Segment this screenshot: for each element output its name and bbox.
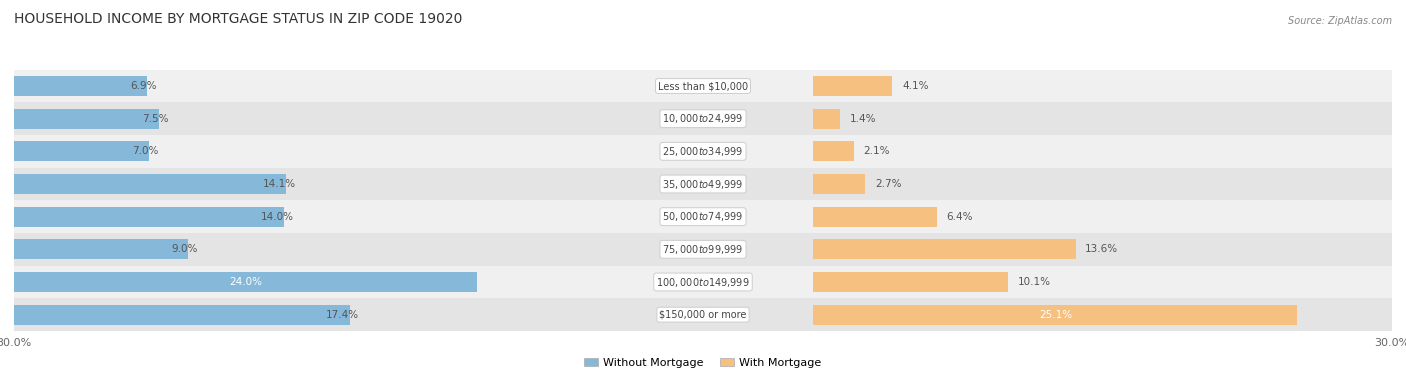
Text: 6.4%: 6.4% [946, 212, 973, 222]
Text: 2.1%: 2.1% [863, 146, 890, 156]
Bar [0, 233, 1406, 266]
Text: $150,000 or more: $150,000 or more [659, 310, 747, 320]
Bar [813, 206, 936, 227]
Text: 14.1%: 14.1% [263, 179, 295, 189]
Bar [813, 108, 841, 129]
Bar [813, 174, 865, 194]
Bar [0, 233, 1406, 266]
Bar [14, 76, 148, 96]
Bar [14, 272, 477, 292]
Text: $35,000 to $49,999: $35,000 to $49,999 [662, 178, 744, 191]
Bar [0, 102, 1406, 135]
Text: 6.9%: 6.9% [131, 81, 157, 91]
Bar [0, 266, 1406, 298]
Bar [0, 168, 1406, 200]
Bar [14, 239, 187, 259]
Legend: Without Mortgage, With Mortgage: Without Mortgage, With Mortgage [579, 353, 827, 372]
Bar [0, 298, 1406, 331]
Text: 17.4%: 17.4% [326, 310, 360, 320]
Bar [0, 266, 1406, 298]
Bar [0, 135, 1406, 168]
Bar [14, 108, 159, 129]
Bar [0, 102, 1406, 135]
Bar [14, 174, 285, 194]
Text: 24.0%: 24.0% [229, 277, 262, 287]
Bar [813, 305, 1298, 325]
Bar [813, 76, 893, 96]
Bar [813, 239, 1076, 259]
Text: Less than $10,000: Less than $10,000 [658, 81, 748, 91]
Text: $100,000 to $149,999: $100,000 to $149,999 [657, 276, 749, 288]
Text: 7.0%: 7.0% [132, 146, 159, 156]
Text: 1.4%: 1.4% [849, 114, 876, 124]
Text: $50,000 to $74,999: $50,000 to $74,999 [662, 210, 744, 223]
Bar [0, 135, 1406, 168]
Bar [0, 102, 1406, 135]
Bar [0, 298, 1406, 331]
Bar [813, 141, 853, 161]
Bar [0, 298, 1406, 331]
Bar [0, 135, 1406, 168]
Text: 10.1%: 10.1% [1018, 277, 1050, 287]
Text: 9.0%: 9.0% [172, 244, 197, 254]
Bar [0, 200, 1406, 233]
Bar [0, 70, 1406, 102]
Text: 7.5%: 7.5% [142, 114, 169, 124]
Bar [0, 233, 1406, 266]
Bar [14, 305, 350, 325]
Bar [0, 70, 1406, 102]
Bar [0, 200, 1406, 233]
Bar [0, 168, 1406, 200]
Text: HOUSEHOLD INCOME BY MORTGAGE STATUS IN ZIP CODE 19020: HOUSEHOLD INCOME BY MORTGAGE STATUS IN Z… [14, 12, 463, 26]
Text: 14.0%: 14.0% [260, 212, 294, 222]
Text: 25.1%: 25.1% [1039, 310, 1071, 320]
Bar [0, 70, 1406, 102]
Bar [0, 200, 1406, 233]
Bar [14, 206, 284, 227]
Text: $10,000 to $24,999: $10,000 to $24,999 [662, 112, 744, 125]
Bar [0, 168, 1406, 200]
Text: 13.6%: 13.6% [1085, 244, 1118, 254]
Text: $75,000 to $99,999: $75,000 to $99,999 [662, 243, 744, 256]
Bar [0, 266, 1406, 298]
Text: Source: ZipAtlas.com: Source: ZipAtlas.com [1288, 17, 1392, 26]
Bar [813, 272, 1008, 292]
Text: $25,000 to $34,999: $25,000 to $34,999 [662, 145, 744, 158]
Bar [14, 141, 149, 161]
Text: 2.7%: 2.7% [875, 179, 901, 189]
Text: 4.1%: 4.1% [903, 81, 928, 91]
